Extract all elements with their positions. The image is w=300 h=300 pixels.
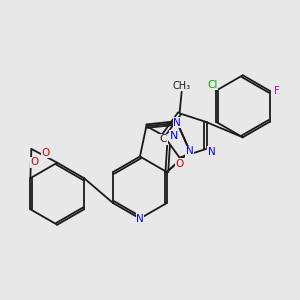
- Text: O: O: [30, 158, 38, 167]
- Text: N: N: [186, 146, 194, 156]
- Text: N: N: [169, 131, 178, 141]
- Text: F: F: [274, 86, 280, 96]
- Text: CH₃: CH₃: [172, 80, 191, 91]
- Text: O: O: [41, 148, 49, 158]
- Text: N: N: [136, 214, 144, 224]
- Text: N: N: [208, 147, 216, 157]
- Text: Cl: Cl: [207, 80, 218, 90]
- Text: O: O: [176, 159, 184, 169]
- Text: C: C: [160, 134, 167, 144]
- Text: N: N: [173, 118, 181, 128]
